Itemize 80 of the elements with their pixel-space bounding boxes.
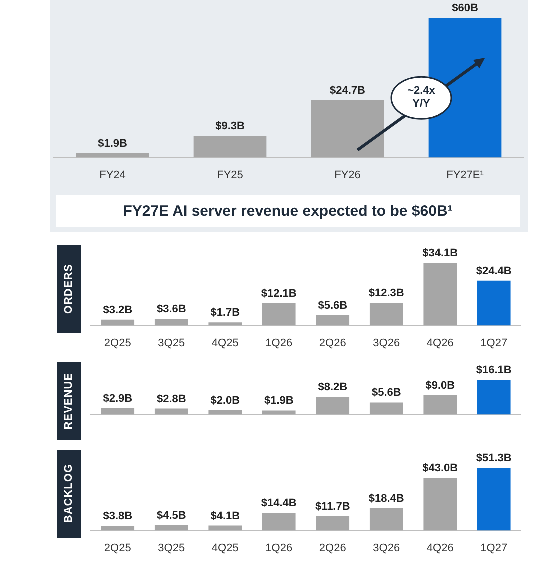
x-tick-label: 2Q25: [104, 337, 132, 350]
data-label: $3.8B: [103, 510, 133, 523]
x-tick-label: 2Q26: [319, 542, 346, 554]
bar: [316, 315, 350, 326]
bar: [101, 320, 135, 326]
bar: [194, 136, 267, 158]
x-tick-label: 3Q25: [158, 542, 186, 554]
x-tick-label: 3Q26: [373, 337, 400, 350]
data-label: $51.3B: [476, 452, 512, 465]
bar: [154, 525, 188, 531]
data-label: $1.7B: [210, 307, 240, 320]
bar: [76, 153, 150, 158]
data-label: $1.9B: [264, 395, 294, 408]
bar: [316, 397, 350, 415]
annotation: ~2.4x Y/Y: [406, 84, 436, 112]
bar: [208, 526, 242, 531]
data-label: $2.8B: [156, 393, 186, 406]
data-label: $5.6B: [318, 300, 348, 312]
x-tick-label: 4Q26: [426, 337, 454, 350]
text: FY27E AI server revenue expected to be $60B¹: [56, 195, 520, 227]
bar: [262, 304, 296, 326]
data-label: $12.3B: [368, 288, 404, 300]
bar: [370, 508, 404, 531]
x-tick-label: 3Q25: [158, 337, 186, 350]
x-tick-label: 4Q26: [426, 542, 454, 554]
data-label: $5.6B: [372, 387, 402, 400]
bar: [370, 303, 404, 326]
bar: [311, 100, 384, 158]
x-tick-label: 1Q27: [480, 337, 508, 350]
x-tick-label: 4Q25: [212, 337, 239, 350]
x-tick-label: FY25: [217, 169, 244, 182]
data-label: $12.1B: [261, 288, 297, 300]
data-label: $9.0B: [426, 380, 456, 392]
data-label: $24.4B: [476, 265, 512, 278]
bar: [424, 263, 458, 326]
data-label: $18.4B: [368, 492, 404, 505]
data-label: $34.1B: [422, 248, 458, 260]
x-tick-label: FY27E¹: [446, 169, 484, 182]
x-tick-label: 4Q25: [212, 542, 239, 554]
data-label: $11.7B: [315, 501, 350, 514]
bar: [316, 516, 350, 531]
y-axis-title: REVENUE: [63, 372, 75, 430]
bar: [477, 468, 511, 531]
data-label: $14.4B: [261, 498, 297, 510]
bar: [370, 402, 404, 415]
bar: [424, 478, 458, 531]
data-label: $3.2B: [103, 304, 133, 316]
data-label: $3.6B: [156, 304, 186, 316]
data-label: $16.1B: [476, 364, 512, 377]
bar: [154, 408, 188, 415]
bar: [208, 322, 242, 326]
x-tick-label: 3Q26: [373, 542, 400, 554]
y-axis-title: ORDERS: [63, 264, 75, 314]
x-tick-label: 2Q25: [104, 542, 132, 554]
data-label: $8.2B: [318, 382, 348, 394]
data-label: $4.5B: [156, 510, 186, 522]
bar: [154, 319, 188, 326]
bar: [477, 280, 511, 326]
data-label: $43.0B: [422, 462, 458, 475]
data-label: $1.9B: [98, 138, 128, 150]
bar: [208, 410, 242, 415]
data-label: $2.9B: [103, 393, 133, 406]
data-label: $60B: [452, 2, 478, 15]
x-tick-label: 1Q26: [266, 337, 293, 350]
data-label: $24.7B: [330, 84, 366, 97]
bar: [477, 380, 511, 415]
bar: [262, 513, 296, 531]
y-axis-title: BACKLOG: [63, 464, 75, 524]
x-tick-label: FY24: [100, 169, 126, 182]
x-tick-label: 1Q26: [266, 542, 293, 554]
bar: [101, 408, 135, 415]
x-tick-label: 1Q27: [480, 542, 508, 554]
x-tick-label: 2Q26: [319, 337, 346, 350]
data-label: $9.3B: [216, 120, 245, 133]
x-tick-label: FY26: [334, 169, 361, 182]
data-label: $2.0B: [210, 395, 240, 408]
bar: [101, 526, 135, 531]
bar: [424, 395, 458, 415]
data-label: $4.1B: [210, 510, 240, 522]
bar: [262, 410, 296, 415]
